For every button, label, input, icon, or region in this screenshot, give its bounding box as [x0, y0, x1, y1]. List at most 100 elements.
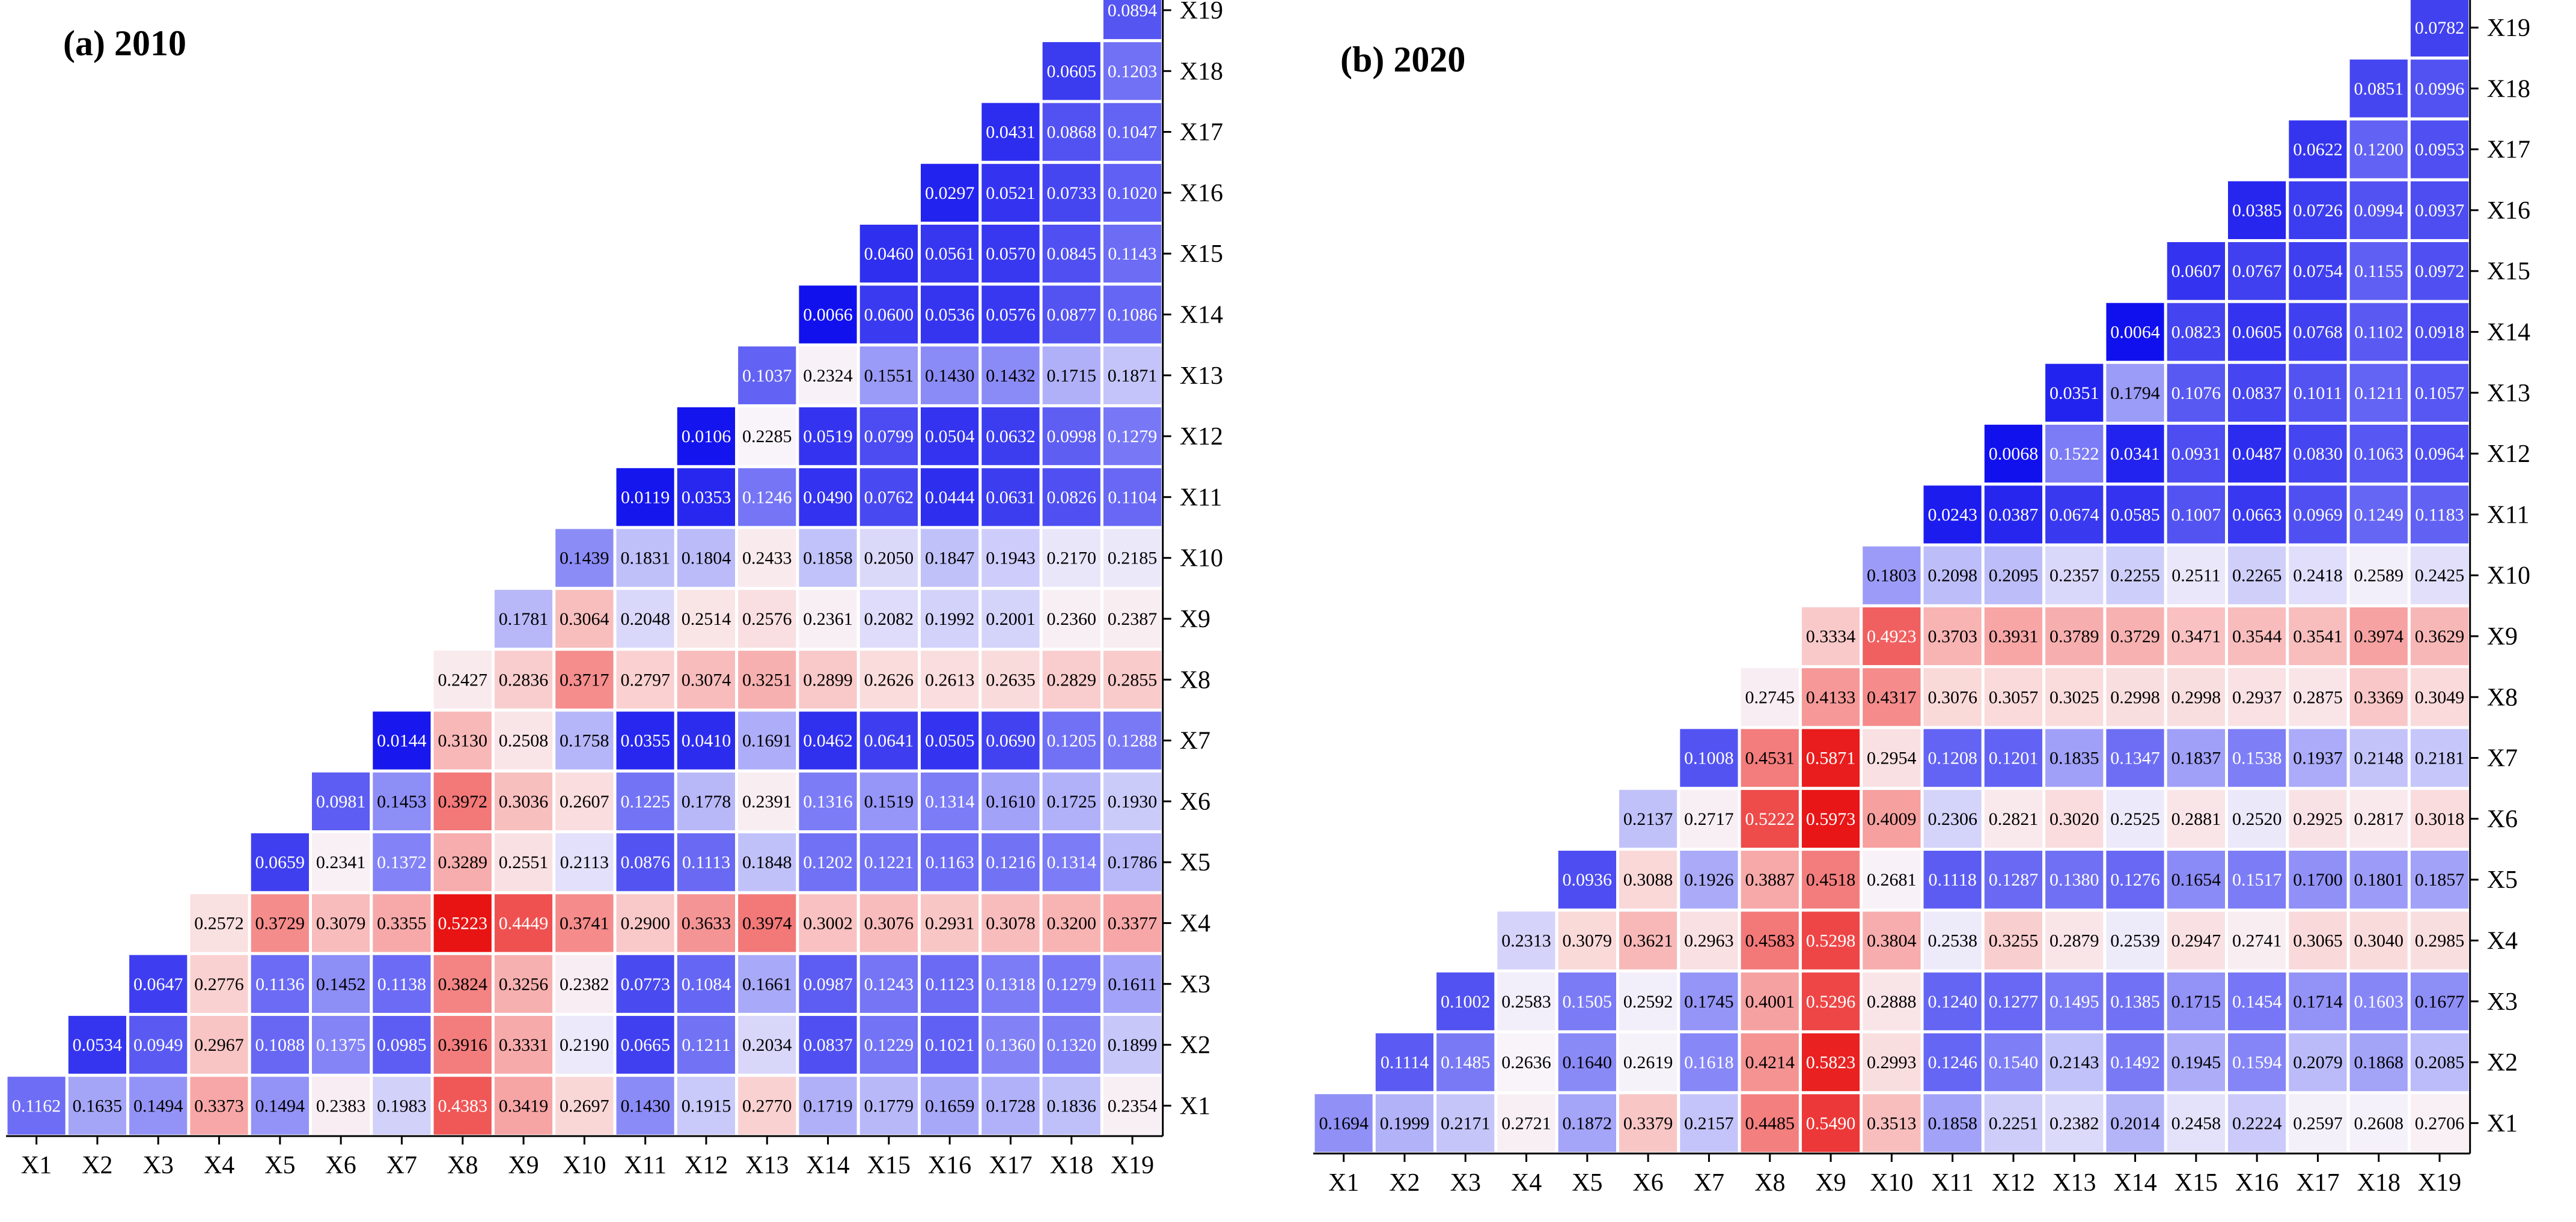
heatmap-cell — [309, 830, 373, 895]
heatmap-cell — [2103, 726, 2167, 790]
heatmap-cell-value: 0.3076 — [864, 914, 914, 934]
heatmap-cell-value: 0.1611 — [1108, 974, 1156, 994]
heatmap-cell-value: 0.1847 — [925, 549, 975, 568]
heatmap-cell-value: 0.0605 — [2232, 322, 2282, 342]
heatmap-cell-value: 0.3544 — [2232, 627, 2282, 646]
heatmap-cell-value: 0.2607 — [560, 792, 609, 812]
heatmap-cell-value: 0.3088 — [1623, 870, 1673, 890]
heatmap-cell — [1100, 1012, 1165, 1077]
heatmap-cell-value: 0.1088 — [255, 1035, 305, 1055]
heatmap-cell-value: 0.3931 — [1989, 627, 2039, 646]
heatmap-cell-value: 0.1700 — [2293, 870, 2343, 890]
heatmap-cell-value: 0.1203 — [1108, 61, 1158, 81]
heatmap-cell-value: 0.2148 — [2354, 749, 2404, 768]
x-tick-label: X17 — [989, 1152, 1032, 1179]
x-tick-label: X7 — [1694, 1169, 1724, 1197]
heatmap-cell — [1798, 665, 1863, 729]
heatmap-cell — [2103, 665, 2167, 729]
heatmap-cell-value: 0.5973 — [1806, 809, 1856, 829]
heatmap-cell-value: 0.0665 — [620, 1035, 670, 1055]
heatmap-cell — [1100, 1074, 1165, 1138]
heatmap-cell-value: 0.1318 — [986, 974, 1036, 994]
heatmap-cell-value: 0.0767 — [2232, 261, 2282, 281]
heatmap-cell-value: 0.1143 — [1108, 244, 1156, 264]
y-tick-label: X13 — [2487, 380, 2530, 407]
heatmap-cell-value: 0.4009 — [1867, 809, 1917, 829]
heatmap-cell-value: 0.1314 — [1047, 853, 1097, 872]
heatmap-cell-value: 0.3972 — [438, 792, 488, 812]
heatmap-cell-value: 0.2836 — [499, 670, 549, 690]
heatmap-cell-value: 0.3040 — [2354, 931, 2404, 951]
heatmap-cell-value: 0.1983 — [377, 1096, 427, 1116]
heatmap-cell-value: 0.0837 — [2232, 383, 2282, 403]
heatmap-cell-value: 0.1205 — [1047, 731, 1097, 751]
heatmap-cell-value: 0.1002 — [1441, 992, 1491, 1012]
heatmap-cell-value: 0.1915 — [682, 1096, 731, 1116]
heatmap-cell — [978, 404, 1043, 469]
heatmap-cell-value: 0.0585 — [2110, 505, 2160, 524]
heatmap-cell-value: 0.5296 — [1806, 992, 1856, 1012]
heatmap-cell-value: 0.1538 — [2232, 749, 2282, 768]
heatmap-cell-value: 0.1162 — [12, 1096, 61, 1116]
y-tick-label: X17 — [1180, 119, 1223, 147]
heatmap-cell-value: 0.2592 — [1623, 992, 1673, 1012]
heatmap-cell-value: 0.2925 — [2293, 809, 2343, 829]
heatmap-cell-value: 0.2954 — [1867, 749, 1917, 768]
heatmap-cell-value: 0.1640 — [1563, 1053, 1613, 1072]
heatmap-cell-value: 0.0782 — [2415, 18, 2465, 38]
heatmap-cell — [1616, 908, 1680, 973]
heatmap-cell-value: 0.1871 — [1108, 366, 1158, 386]
heatmap-cell-value: 0.0462 — [803, 731, 853, 751]
heatmap-cell-value: 0.1725 — [1047, 792, 1097, 812]
heatmap-cell — [856, 1074, 921, 1138]
heatmap-cell-value: 0.2998 — [2110, 687, 2160, 707]
heatmap-cell-value: 0.2538 — [1927, 931, 1977, 951]
heatmap-cell-value: 0.1221 — [864, 853, 914, 872]
heatmap-cell-value: 0.3074 — [682, 670, 731, 690]
heatmap-cell-value: 0.3049 — [2415, 687, 2465, 707]
heatmap-2010: 0.1162 0.1635 0.1494 0.3373 0.1494 0.2383 0.19… — [6, 0, 1224, 1179]
y-tick-label: X3 — [2487, 988, 2518, 1016]
heatmap-cell-value: 0.1211 — [682, 1035, 730, 1055]
heatmap-cell-value: 0.0460 — [864, 244, 914, 264]
y-tick-label: X8 — [1180, 666, 1210, 694]
x-tick-label: X12 — [1992, 1169, 2035, 1197]
heatmap-cell-value: 0.1779 — [864, 1096, 914, 1116]
heatmap-cell-value: 0.0431 — [986, 123, 1036, 142]
heatmap-cell-value: 0.3079 — [1563, 931, 1613, 951]
heatmap-cell-value: 0.0674 — [2050, 505, 2099, 524]
heatmap-cell-value: 0.3076 — [1927, 687, 1977, 707]
heatmap-cell-value: 0.1794 — [2110, 383, 2160, 403]
heatmap-cell-value: 0.1279 — [1047, 974, 1097, 994]
heatmap-cell-value: 0.1999 — [1380, 1113, 1430, 1133]
heatmap-cell-value: 0.1492 — [2110, 1053, 2160, 1072]
heatmap-cell-value: 0.1857 — [2415, 870, 2465, 890]
heatmap-cell-value: 0.4001 — [1745, 992, 1795, 1012]
heatmap-cell-value: 0.2185 — [1108, 549, 1158, 568]
y-tick-label: X13 — [1180, 362, 1223, 390]
heatmap-cell-value: 0.2741 — [2232, 931, 2282, 951]
heatmap-cell — [1920, 482, 1985, 547]
heatmap-cell-value: 0.3729 — [2110, 627, 2160, 646]
heatmap-cell — [856, 404, 921, 469]
y-tick-label: X9 — [2487, 623, 2518, 651]
heatmap-cell-value: 0.2382 — [2050, 1113, 2099, 1133]
heatmap-cell-value: 0.2551 — [499, 853, 549, 872]
heatmap-cell-value: 0.1008 — [1684, 749, 1734, 768]
x-tick-label: X4 — [204, 1152, 234, 1179]
heatmap-cell-value: 0.0353 — [682, 487, 731, 507]
heatmap-cell — [2286, 239, 2350, 303]
heatmap-cell-value: 0.0969 — [2293, 505, 2343, 524]
heatmap-cell-value: 0.2050 — [864, 549, 914, 568]
y-tick-label: X16 — [1180, 180, 1223, 207]
heatmap-cell-value: 0.0631 — [986, 487, 1036, 507]
heatmap-cell-value: 0.1603 — [2354, 992, 2404, 1012]
heatmap-cell — [978, 1012, 1043, 1077]
heatmap-cell-value: 0.1835 — [2050, 749, 2099, 768]
heatmap-cell — [1981, 726, 2046, 790]
heatmap-cell-value: 0.2817 — [2354, 809, 2404, 829]
heatmap-cell-value: 0.1848 — [742, 853, 792, 872]
heatmap-cell — [309, 891, 373, 955]
heatmap-cell-value: 0.2745 — [1745, 687, 1795, 707]
y-tick-label: X5 — [2487, 866, 2518, 894]
